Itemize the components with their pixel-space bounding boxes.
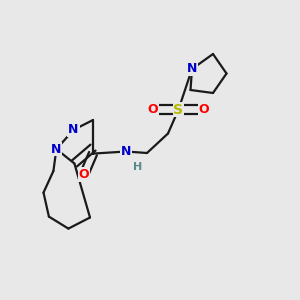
Text: N: N	[51, 142, 62, 156]
Text: H: H	[134, 162, 142, 172]
Text: O: O	[79, 168, 89, 181]
Text: N: N	[68, 123, 79, 136]
Text: N: N	[187, 62, 197, 76]
Text: N: N	[121, 145, 131, 158]
Text: O: O	[148, 103, 158, 116]
Text: O: O	[199, 103, 209, 116]
Text: S: S	[173, 103, 184, 116]
